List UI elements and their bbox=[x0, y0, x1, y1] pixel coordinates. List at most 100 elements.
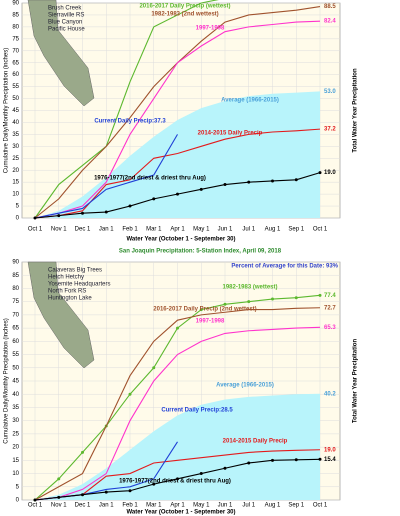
end-value-label: 40.2 bbox=[324, 391, 336, 397]
y-tick-label: 5 bbox=[16, 484, 20, 490]
marker bbox=[223, 302, 227, 306]
y2-axis-title: Total Water Year Precipitation bbox=[353, 68, 359, 153]
series-label: 1976-1977(2nd driest & driest thru Aug) bbox=[94, 176, 206, 182]
x-tick-label: Jul 1 bbox=[242, 227, 255, 233]
marker bbox=[294, 178, 298, 182]
marker bbox=[247, 300, 251, 304]
chart-title: San Joaquin Precipitation: 5-Station Ind… bbox=[119, 249, 282, 255]
y-tick-label: 45 bbox=[12, 108, 19, 114]
area bbox=[35, 91, 320, 218]
station-label: Blue Canyon bbox=[48, 20, 82, 26]
y-tick-label: 25 bbox=[12, 431, 19, 437]
end-value-label: 88.5 bbox=[324, 4, 336, 10]
line bbox=[34, 0, 219, 219]
marker bbox=[318, 293, 322, 297]
series-label: Current Daily Precip:28.5 bbox=[161, 408, 233, 414]
end-value-label: 82.4 bbox=[324, 19, 336, 25]
y-tick-label: 10 bbox=[12, 471, 19, 477]
marker bbox=[33, 216, 37, 220]
marker bbox=[271, 458, 274, 462]
y-tick-label: 90 bbox=[12, 1, 19, 7]
y-tick-label: 50 bbox=[12, 365, 19, 371]
end-value-label: 72.7 bbox=[324, 305, 336, 311]
map bbox=[27, 0, 95, 107]
marker bbox=[176, 326, 179, 330]
y-tick-label: 45 bbox=[12, 379, 19, 385]
marker bbox=[57, 477, 61, 481]
marker bbox=[152, 366, 156, 370]
marker bbox=[318, 171, 322, 175]
y-tick-label: 80 bbox=[12, 24, 19, 30]
station-label: Huntington Lake bbox=[48, 296, 92, 302]
series-label: 1982-1983 (wettest) bbox=[222, 285, 277, 291]
marker bbox=[271, 179, 274, 183]
series-label: 2016-2017 Daily Precip (2nd wettest) bbox=[153, 307, 256, 313]
end-value-label: 19.0 bbox=[324, 170, 336, 176]
x-tick-label: Oct 1 bbox=[313, 503, 328, 509]
end-value-label: 77.4 bbox=[324, 293, 336, 299]
x-axis-title: Water Year (October 1 - September 30) bbox=[126, 510, 235, 516]
line bbox=[34, 20, 321, 219]
marker bbox=[176, 477, 179, 481]
marker bbox=[294, 458, 298, 462]
marker bbox=[247, 180, 251, 184]
y-tick-label: 25 bbox=[12, 156, 19, 162]
y-tick-label: 60 bbox=[12, 339, 19, 345]
series-label: 2014-2015 Daily Precip bbox=[223, 439, 288, 445]
line bbox=[34, 307, 321, 501]
series-label: Current Daily Precip:37.3 bbox=[94, 119, 166, 125]
x-tick-label: Oct 1 bbox=[28, 503, 43, 509]
y-tick-label: 20 bbox=[12, 168, 19, 174]
y-tick-label: 15 bbox=[12, 458, 19, 464]
marker bbox=[223, 183, 227, 187]
marker bbox=[57, 495, 61, 499]
marker bbox=[199, 187, 203, 191]
marker bbox=[33, 498, 37, 502]
y-tick-label: 70 bbox=[12, 312, 19, 318]
series-label: 1982-1983 (2nd wettest) bbox=[151, 12, 218, 18]
series-label: Average (1966-2015) bbox=[216, 383, 274, 389]
y-tick-label: 65 bbox=[12, 326, 19, 332]
x-tick-label: Nov 1 bbox=[51, 503, 67, 509]
marker bbox=[81, 493, 84, 497]
series-label: Average (1966-2015) bbox=[221, 98, 279, 104]
y2-axis-title: Total Water Year Precipitation bbox=[353, 339, 359, 424]
marker bbox=[247, 461, 251, 465]
chart-subtitle: Percent of Average for this Date: 93% bbox=[231, 264, 338, 270]
marker bbox=[294, 296, 298, 300]
marker bbox=[223, 466, 227, 470]
x-tick-label: Apr 1 bbox=[170, 227, 185, 233]
marker bbox=[57, 214, 61, 218]
marker bbox=[128, 392, 132, 396]
marker bbox=[318, 457, 322, 461]
x-tick-label: Sep 1 bbox=[288, 227, 304, 233]
marker bbox=[81, 211, 84, 215]
y-tick-label: 40 bbox=[12, 120, 19, 126]
marker bbox=[176, 192, 179, 196]
y-axis-title: Cumulative Daily/Monthly Precipitation (… bbox=[4, 318, 10, 443]
y-tick-label: 55 bbox=[12, 84, 19, 90]
x-tick-label: Oct 1 bbox=[313, 227, 328, 233]
marker bbox=[152, 482, 156, 486]
y-tick-label: 5 bbox=[16, 204, 20, 210]
station-label: Sierraville RS bbox=[48, 13, 84, 19]
series-label: 1997-1998 bbox=[196, 26, 225, 32]
marker bbox=[104, 210, 108, 214]
y-tick-label: 80 bbox=[12, 286, 19, 292]
end-value-label: 53.0 bbox=[324, 89, 336, 95]
y-tick-label: 75 bbox=[12, 36, 19, 42]
marker bbox=[81, 450, 84, 454]
y-tick-label: 0 bbox=[16, 216, 20, 222]
line bbox=[34, 326, 321, 501]
y-tick-label: 90 bbox=[12, 260, 19, 266]
marker bbox=[128, 489, 132, 493]
y-tick-label: 15 bbox=[12, 180, 19, 186]
line bbox=[34, 134, 178, 219]
y-tick-label: 65 bbox=[12, 60, 19, 66]
end-value-label: 15.4 bbox=[324, 457, 336, 463]
y-tick-label: 20 bbox=[12, 445, 19, 451]
y-tick-label: 60 bbox=[12, 72, 19, 78]
x-tick-label: Jan 1 bbox=[99, 227, 114, 233]
x-axis-title: Water Year (October 1 - September 30) bbox=[126, 237, 235, 243]
y-tick-label: 0 bbox=[16, 498, 20, 504]
